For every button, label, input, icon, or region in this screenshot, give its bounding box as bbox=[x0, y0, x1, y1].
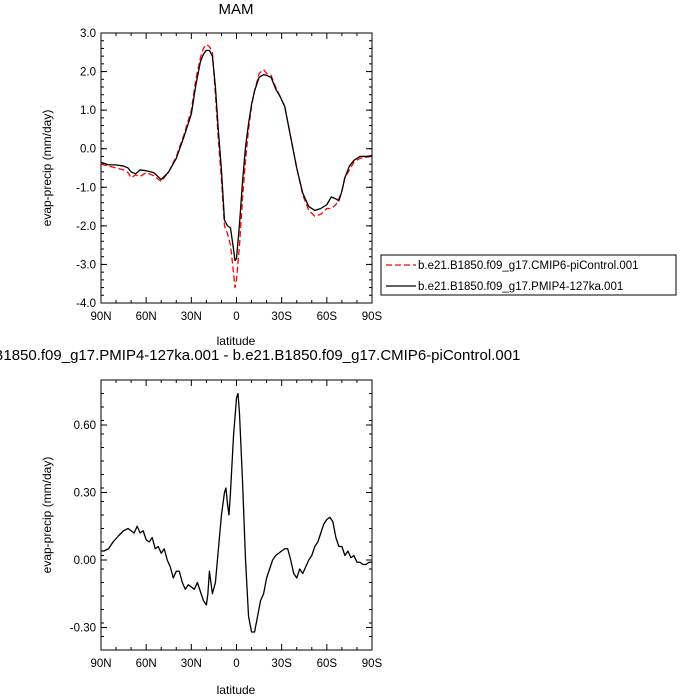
top-x-tick-label: 60S bbox=[317, 311, 338, 323]
top-x-tick-label: 30S bbox=[271, 311, 292, 323]
top-series-line-1 bbox=[100, 49, 373, 262]
top-y-tick-label: -1.0 bbox=[76, 182, 96, 194]
top-y-axis-label: evap-precip (mm/day) bbox=[40, 110, 54, 227]
top-y-tick-labels: 3.0 2.0 1.0 0.0 -1.0 -2.0 -3.0 -4.0 bbox=[76, 28, 96, 310]
legend-label-127ka: b.e21.B1850.f09_g17.PMIP4-127ka.001 bbox=[418, 281, 623, 293]
bottom-y-axis-label: evap-precip (mm/day) bbox=[40, 457, 54, 574]
bottom-x-tick-label: 60N bbox=[136, 658, 157, 670]
bottom-x-tick-label: 90N bbox=[90, 658, 111, 670]
bottom-chart-title: b.e21.B1850.f09_g17.PMIP4-127ka.001 - b.… bbox=[0, 347, 520, 364]
bottom-x-tick-label: 30N bbox=[181, 658, 202, 670]
legend-label-picontrol: b.e21.B1850.f09_g17.CMIP6-piControl.001 bbox=[418, 260, 639, 272]
top-chart: MAM 90N 60N 30N 0 30S 60S 90S 3.0 2.0 1.0 0.0 -1.0… bbox=[40, 1, 383, 348]
bottom-y-tick-label: 0.00 bbox=[74, 555, 96, 567]
top-x-axis-label: latitude bbox=[217, 334, 256, 348]
top-y-tick-label: -4.0 bbox=[76, 298, 96, 310]
bottom-x-tick-label: 90S bbox=[362, 658, 383, 670]
bottom-x-axis-label: latitude bbox=[217, 683, 256, 697]
bottom-tick-marks bbox=[100, 379, 373, 651]
bottom-plot-frame bbox=[100, 379, 373, 651]
top-x-tick-label: 0 bbox=[233, 311, 239, 323]
top-x-tick-labels: 90N 60N 30N 0 30S 60S 90S bbox=[90, 311, 382, 323]
bottom-y-tick-label: 0.30 bbox=[74, 488, 96, 500]
bottom-series-group bbox=[101, 392, 372, 633]
bottom-y-tick-label: -0.30 bbox=[70, 623, 96, 635]
bottom-series-line-0 bbox=[101, 392, 372, 633]
top-x-tick-label: 90N bbox=[90, 311, 111, 323]
bottom-x-tick-label: 0 bbox=[233, 658, 239, 670]
top-chart-title: MAM bbox=[219, 1, 254, 18]
top-y-tick-label: -2.0 bbox=[76, 221, 96, 233]
top-y-tick-label: 1.0 bbox=[80, 105, 96, 117]
top-y-tick-label: 2.0 bbox=[80, 67, 96, 79]
top-tick-marks bbox=[100, 32, 373, 304]
top-y-tick-label: 0.0 bbox=[80, 144, 96, 156]
bottom-y-tick-labels: 0.60 0.30 0.00 -0.30 bbox=[70, 420, 96, 635]
top-plot-frame bbox=[100, 32, 373, 304]
top-x-tick-label: 30N bbox=[181, 311, 202, 323]
legend: b.e21.B1850.f09_g17.CMIP6-piControl.001 … bbox=[380, 254, 677, 296]
top-series-line-0 bbox=[100, 43, 373, 289]
bottom-x-tick-labels: 90N 60N 30N 0 30S 60S 90S bbox=[90, 658, 382, 670]
top-series-group bbox=[100, 43, 373, 289]
bottom-x-tick-label: 60S bbox=[317, 658, 338, 670]
top-x-tick-label: 60N bbox=[136, 311, 157, 323]
top-x-tick-label: 90S bbox=[362, 311, 383, 323]
bottom-y-tick-label: 0.60 bbox=[74, 420, 96, 432]
legend-box bbox=[380, 254, 677, 296]
bottom-chart: b.e21.B1850.f09_g17.PMIP4-127ka.001 - b.… bbox=[0, 347, 520, 697]
top-y-tick-label: -3.0 bbox=[76, 259, 96, 271]
bottom-x-tick-label: 30S bbox=[271, 658, 292, 670]
top-y-tick-label: 3.0 bbox=[80, 28, 96, 40]
